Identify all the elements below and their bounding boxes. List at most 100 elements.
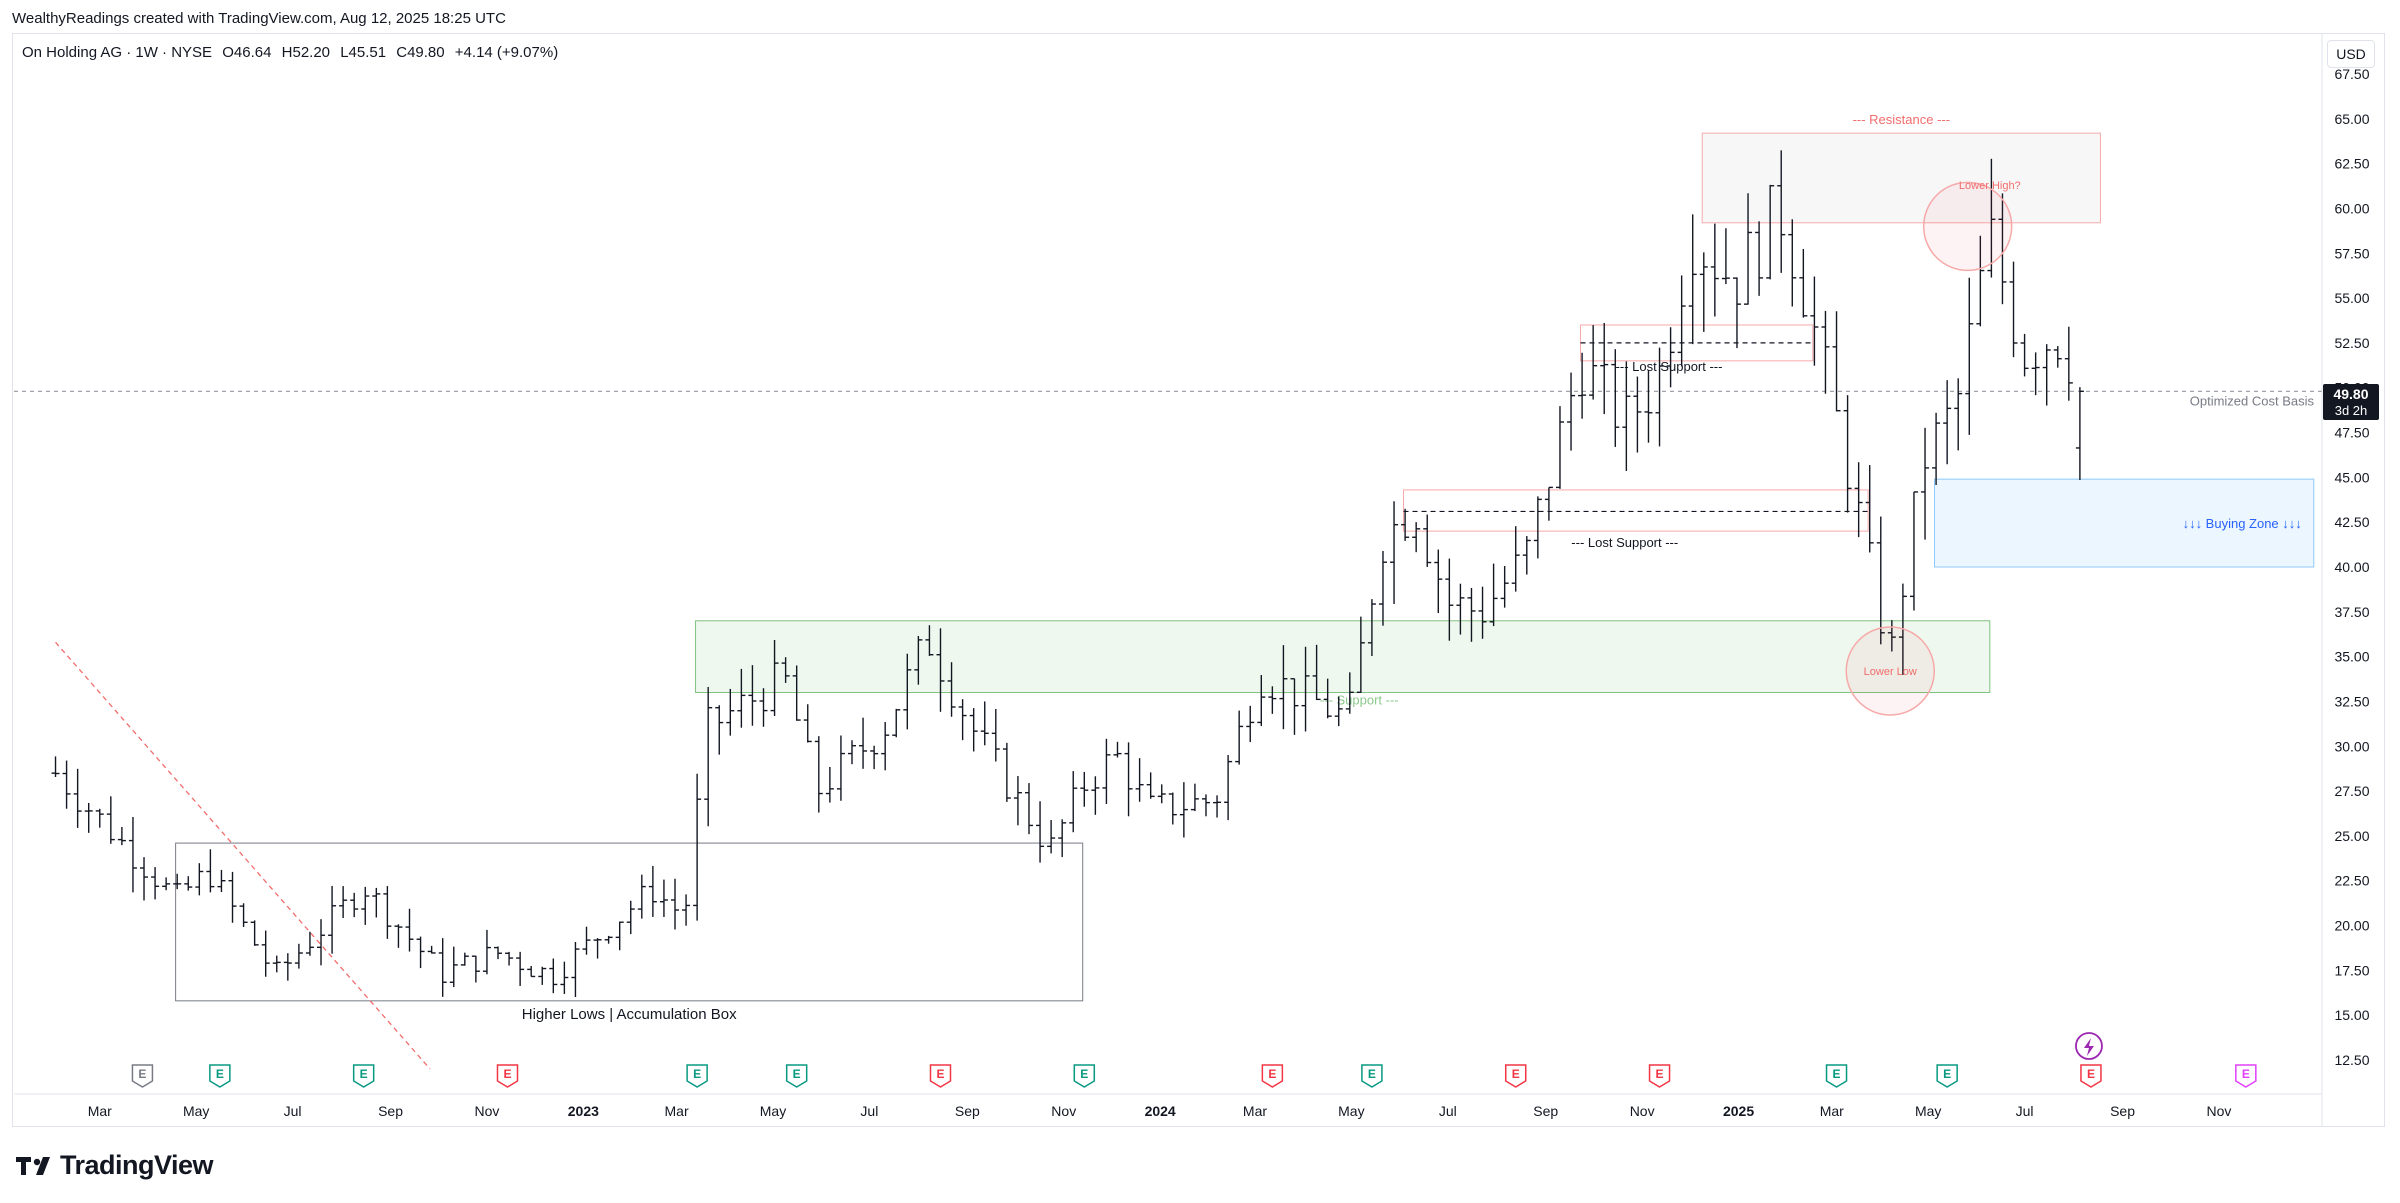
ohlc-bar [704,686,713,827]
ohlc-bar [1677,275,1686,367]
ohlc-bar [449,946,458,988]
ohlc-bar [471,955,480,983]
ohlc-bar [1257,675,1266,726]
ohlc-bar [593,938,602,959]
ohlc-bar [527,965,536,978]
earnings-badge [686,1064,708,1088]
x-tick-label: Mar [1820,1103,1844,1119]
ohlc-bar [1091,776,1100,815]
earnings-event-icon: E [131,1064,154,1088]
ohlc-bar [2075,387,2084,481]
ohlc-bar [272,955,281,973]
earnings-letter: E [793,1067,801,1081]
line-layer: Optimized Cost Basis [14,390,2322,1070]
legend-symbol: On Holding AG · 1W · NYSE [22,44,213,61]
x-tick-label: Nov [2207,1103,2232,1119]
ohlc-bar [1157,784,1166,804]
tradingview-logo-icon [16,1156,50,1175]
earnings-event-icon: E [1073,1064,1096,1088]
ohlc-bar [947,662,956,717]
circle-label: Lower Low [1864,666,1917,678]
ohlc-bar [1069,771,1078,833]
currency-button[interactable]: USD [2327,40,2375,68]
brand-logo: TradingView [14,1150,214,1181]
x-tick-label: Sep [955,1103,980,1119]
earnings-badge [1648,1064,1671,1088]
earnings-badge [2080,1064,2102,1088]
ohlc-bar [1777,150,1786,273]
ohlc-bar [903,653,912,730]
price-tag-layer: 49.80 3d 2h [2323,384,2379,420]
highlight-circle [1845,626,1936,716]
ohlc-bar [637,874,646,919]
ohlc-bar [1788,219,1797,307]
ohlc-bar [1378,550,1387,626]
y-tick-label: 25.00 [2334,828,2369,844]
y-tick-label: 37.50 [2334,604,2369,620]
ohlc-bar [427,945,436,954]
x-tick-label: 2023 [568,1103,599,1119]
earnings-letter: E [1368,1067,1376,1081]
x-tick-label: Nov [1630,1103,1655,1119]
zone-label: --- Support --- [1320,692,1399,707]
x-tick-label: Sep [1533,1103,1558,1119]
ohlc-bar [1179,782,1188,838]
earnings-event-icon: E [1825,1064,1848,1088]
earnings-badge [785,1064,808,1088]
ohlc-bar [151,867,160,900]
ohlc-bar [726,688,735,736]
x-tick-label: 2025 [1723,1103,1754,1119]
ohlc-bar [173,873,182,890]
ohlc-bar [1024,783,1033,835]
ohlc-bar [1943,380,1952,465]
y-tick-label: 52.50 [2334,335,2369,351]
ohlc-bar [1721,228,1730,285]
ohlc-bar [1987,158,1996,278]
zone-label: Higher Lows | Accumulation Box [522,1006,737,1023]
zone-box [695,620,1991,693]
annotation-layer: Lower High? Lower Low [1845,180,2021,716]
earnings-letter: E [1080,1067,1088,1081]
ohlc-bar [2042,344,2051,406]
zone-label: ↓↓↓ Buying Zone ↓↓↓ [2183,516,2302,531]
x-tick-label: Mar [88,1103,112,1119]
ohlc-bar [1832,311,1841,412]
ohlc-bar [1467,587,1476,642]
ohlc-bar [1013,776,1022,826]
ohlc-bar [1865,465,1874,553]
ohlc-bar [1699,252,1708,332]
zone-box [1701,132,2101,224]
y-tick-label: 17.50 [2334,962,2369,978]
earnings-badge [929,1064,952,1088]
x-tick-label: May [183,1103,209,1119]
legend-high: H52.20 [281,44,331,61]
x-tick-label: May [1915,1103,1941,1119]
ohlc-bar [1909,491,1918,611]
ohlc-bar [217,869,226,893]
ohlc-bar [1965,277,1974,435]
ohlc-bar [571,942,580,998]
y-tick-label: 20.00 [2334,918,2369,934]
ohlc-bar [1932,412,1941,485]
ohlc-bar [1921,427,1930,540]
x-tick-label: Nov [1051,1103,1076,1119]
ohlc-bar [1290,678,1299,735]
ohlc-bar [1854,462,1863,538]
ohlc-bar [1434,549,1443,614]
ohlc-bar [870,745,879,770]
ohlc-bar [1478,586,1487,639]
ohlc-bar [305,931,314,956]
ohlc-bar [228,871,237,923]
ohlc-bar [1279,645,1288,730]
ohlc-bar [1600,323,1609,415]
x-tick-label: May [1338,1103,1364,1119]
brand-name: TradingView [60,1150,214,1180]
earnings-letter: E [693,1067,701,1081]
legend-open: O46.64 [222,44,272,61]
ohlc-bar [1334,696,1343,727]
ohlc-bar [1058,819,1067,858]
ohlc-bar [1555,406,1564,489]
ohlc-bar [582,926,591,955]
last-price-tag [2323,384,2379,420]
